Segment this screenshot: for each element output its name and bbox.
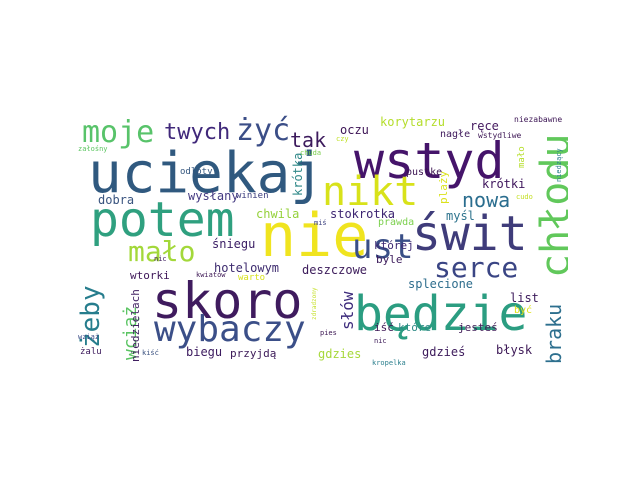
word-ust: ust [352,227,414,267]
word-splecione: splecione [408,277,474,291]
word-isc: iść [374,321,394,334]
word-pustke: pustke [406,167,443,178]
word-cudo: cudo [516,193,533,201]
word-rece: ręce [470,119,499,133]
word-biegu: biegu [186,345,223,359]
word-krotki: krótki [482,177,526,191]
word-ktore: które [398,321,432,334]
word-braku: braku [542,303,566,364]
word-wtorki: wtorki [130,269,170,282]
word-bedzie: będzie [354,286,528,342]
word-chuda: chuda [300,149,322,157]
word-malo: mało [128,235,196,268]
word-zyc: żyć [236,113,291,148]
word-korytarzu: korytarzu [380,115,446,129]
word-ktorej: której [374,239,414,252]
word-niedzielach: niedzielach [129,289,142,362]
word-malo2: mało [517,146,527,168]
word-niedzacy: niedzący [555,148,563,182]
word-kisc: kiść [142,349,159,357]
word-byle: byle [376,253,403,266]
word-winien: winien [236,191,269,201]
word-byc: być [514,305,533,316]
word-zalu: żalu [80,347,102,357]
word-wybaczy: wybaczy [154,309,306,350]
word-uciekaj: uciekaj [88,141,325,206]
word-hotelowym: hotelowym [214,261,280,275]
word-nikt: nikt [322,169,419,215]
word-gdzies: gdzies [318,347,362,361]
word-deszczowe: deszczowe [302,263,368,277]
word-kwiatow: kwiatów [196,271,226,279]
word-moje: moje [82,115,155,150]
word-nic: nic [154,255,167,263]
word-nie: nie [260,201,369,271]
word-mysl: myśl [446,209,475,223]
word-zdradzony: zdradzony [311,287,318,320]
word-niezabawne: niezabawne [514,115,563,124]
word-tak: tak [290,128,327,152]
word-przyjda: przyjdą [230,347,277,360]
word-czy: czy [336,135,349,143]
word-wziaz: wziąż [78,333,100,341]
word-dobra: dobra [98,193,135,207]
word-twych: twych [164,120,231,145]
word-warto: warto [238,273,266,283]
word-serce: serce [434,251,519,284]
word-chwila: chwila [256,207,300,221]
word-kropelka: kropelka [372,359,406,367]
word-gdzies2: gdzieś [422,345,466,359]
word-nagle: nagłe [440,129,471,140]
word-prawda: prawda [378,217,415,228]
word-wyslany: wysłany [188,189,239,203]
word-skoro: skoro [152,272,303,330]
word-swit: świt [412,206,528,262]
word-cloud: nie skoro wstyd uciekaj potem świt będzi… [78,110,568,370]
word-krotka: krótka [291,152,305,196]
word-nowa: nowa [462,188,511,212]
word-jestes: jesteś [458,321,498,334]
word-wstyd: wstyd [354,132,505,190]
word-zalosny: załośny [78,145,108,153]
word-wstydliwe: wstydliwe [478,131,522,140]
word-pies: pies [320,329,337,337]
word-chlodu: chłodu [533,133,568,279]
word-mis: miś [314,219,327,227]
word-blysk: błysk [496,343,533,357]
word-slow: słów [338,291,357,330]
word-odloty: odloty [180,167,213,177]
word-sniegu: śniegu [212,237,256,251]
word-list: list [510,291,539,305]
word-stokrotka: stokrotka [330,207,396,221]
word-nic2: nic [374,337,387,345]
word-potem: potem [90,192,235,248]
word-oczu: oczu [340,123,369,137]
